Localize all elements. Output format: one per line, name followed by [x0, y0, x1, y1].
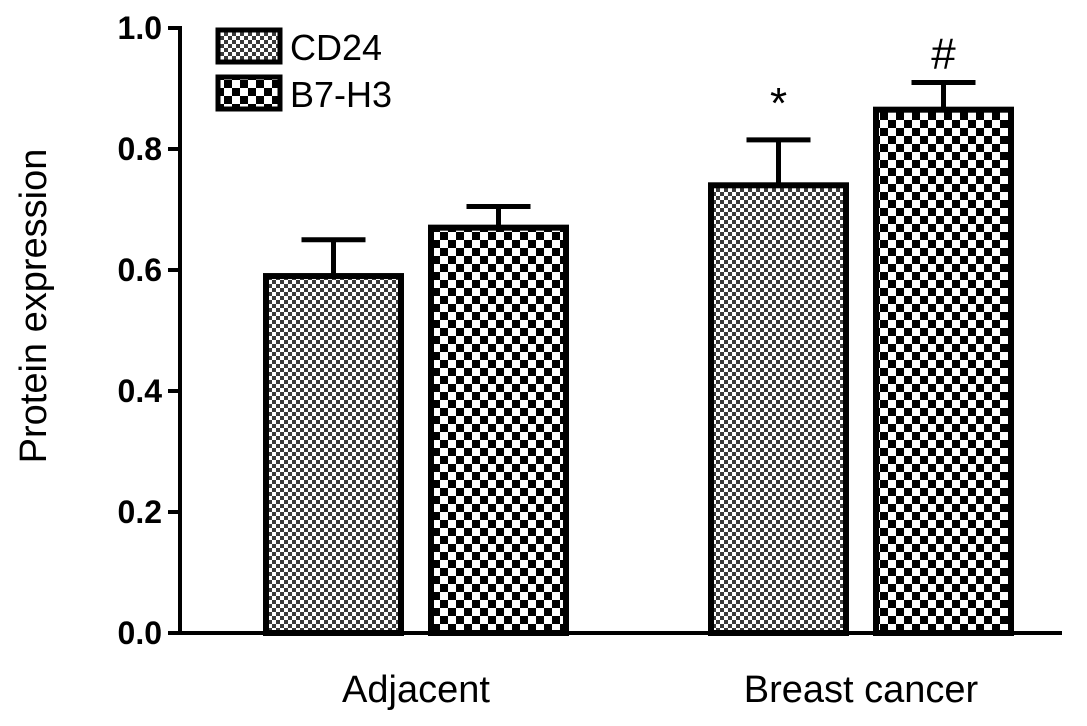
legend-label: B7-H3 [290, 74, 392, 115]
legend-swatch [215, 27, 283, 65]
bar-cd24-0 [263, 273, 404, 636]
legend-label: CD24 [290, 27, 382, 68]
significance-marker: * [770, 79, 787, 128]
significance-annotations: *# [770, 29, 956, 127]
y-tick-label: 0.0 [118, 615, 162, 651]
y-tick-label: 1.0 [118, 10, 162, 46]
legend: CD24 B7-H3 [215, 27, 392, 115]
bar-b7-h3-1 [873, 106, 1014, 637]
y-tick-label: 0.2 [118, 494, 162, 530]
significance-marker: # [931, 29, 956, 78]
bar-b7-h3-0 [428, 224, 569, 636]
y-axis-ticks: 0.0 0.2 0.4 0.6 0.8 1.0 [118, 10, 180, 651]
y-tick-label: 0.4 [118, 373, 163, 409]
y-tick-label: 0.6 [118, 252, 162, 288]
bar-cd24-1 [708, 182, 849, 637]
y-axis-label: Protein expression [13, 149, 55, 464]
error-bars [301, 79, 976, 277]
x-tick-label: Adjacent [342, 669, 490, 711]
x-tick-label: Breast cancer [744, 669, 979, 711]
x-axis-ticks: Adjacent Breast cancer [342, 669, 979, 711]
y-tick-label: 0.8 [118, 131, 162, 167]
legend-swatch [215, 74, 283, 112]
bars [263, 106, 1014, 637]
